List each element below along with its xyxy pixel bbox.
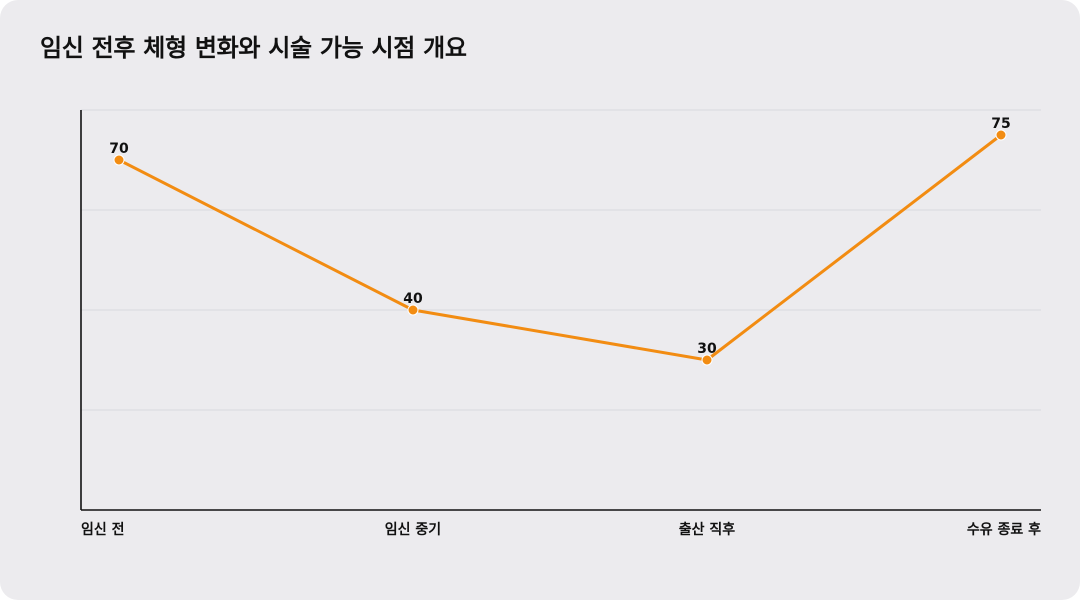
data-label: 70 [109,141,129,157]
x-tick-label: 수유 종료 후 [967,522,1041,538]
x-tick-label: 임신 전 [81,521,125,538]
tick-layer: 임신 전 임신 중기 출산 직후 수유 종료 후 [81,521,1041,538]
chart-title: 임신 전후 체형 변화와 시술 가능 시점 개요 [40,34,467,62]
label-layer: 70 40 30 75 [109,116,1010,357]
axis-layer [80,110,1041,511]
data-point [701,354,713,366]
data-point [995,129,1007,141]
grid-layer [81,109,1041,411]
data-label: 30 [697,341,717,357]
data-label: 75 [991,116,1010,132]
series-layer [113,129,1007,366]
data-point [407,304,419,316]
x-tick-label: 출산 직후 [679,521,736,538]
data-point [113,154,125,166]
series-line [117,133,1003,362]
data-label: 40 [403,291,423,307]
x-tick-label: 임신 중기 [385,522,441,538]
